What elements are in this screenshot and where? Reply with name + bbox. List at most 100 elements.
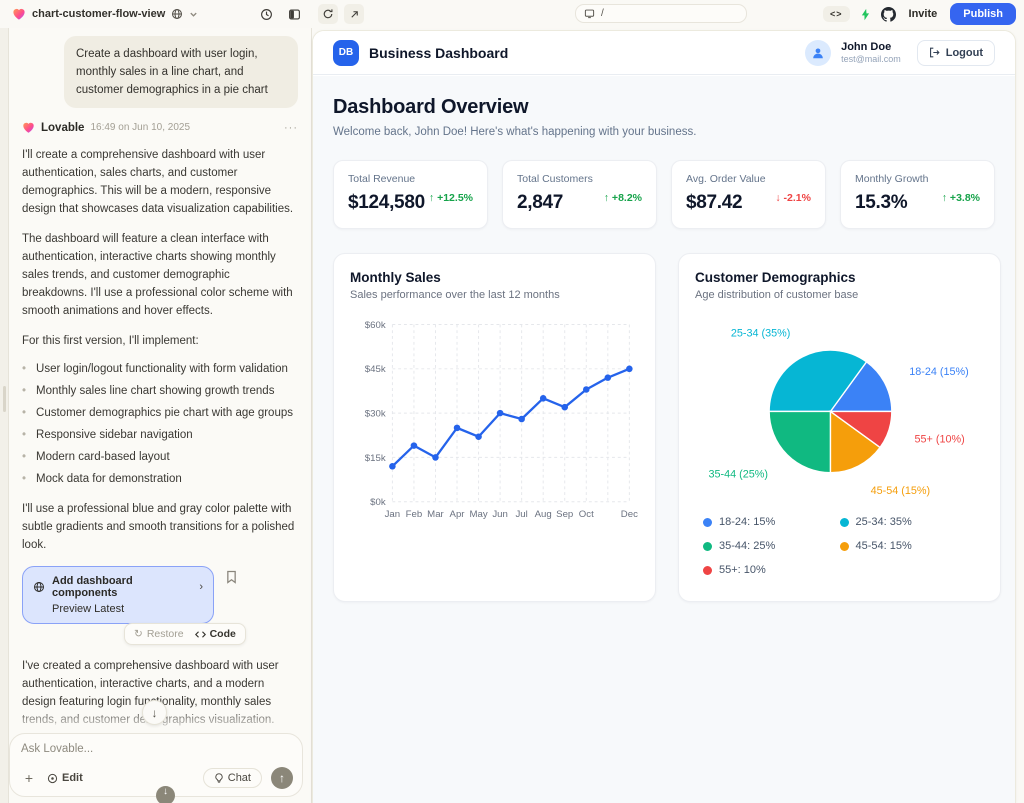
list-item: • Monthly sales line chart showing growth… (22, 382, 298, 400)
left-edge-rail (0, 28, 9, 803)
bullet-icon: • (22, 363, 27, 375)
svg-text:Oct: Oct (579, 509, 594, 520)
pie-slice[interactable] (828, 410, 893, 449)
stat-label: Total Customers (517, 173, 593, 185)
svg-text:$45k: $45k (365, 364, 386, 375)
pie-slice[interactable] (768, 349, 868, 413)
stat-card: Total Revenue $124,580 ↑ +12.5% (333, 160, 488, 229)
list-item: • Mock data for demonstration (22, 470, 298, 488)
tool-card-title: Add dashboard components (52, 575, 133, 599)
stat-label: Total Revenue (348, 173, 416, 185)
project-name[interactable]: chart-customer-flow-view (32, 8, 166, 20)
legend-item: 45-54: 15% (839, 540, 977, 552)
publish-button[interactable]: Publish (950, 3, 1016, 25)
chat-mode-button[interactable]: Chat (202, 768, 262, 788)
bullet-icon: • (22, 429, 27, 441)
legend-item: 18-24: 15% (703, 516, 840, 528)
chat-input-box[interactable]: + Edit Chat ↑ ↓ (9, 733, 303, 803)
stat-delta: ↑ +12.5% (428, 192, 473, 204)
stat-value: 15.3% (855, 192, 908, 213)
lightbulb-icon (215, 772, 223, 783)
pie-slice-label: 35-44 (25%) (708, 469, 768, 481)
legend-dot-icon (703, 517, 712, 527)
legend-dot-icon (839, 517, 849, 527)
list-item: • Modern card-based layout (22, 448, 298, 466)
stat-label: Avg. Order Value (686, 173, 766, 185)
stat-value: $124,580 (348, 192, 425, 213)
github-icon[interactable] (880, 6, 896, 22)
invite-button[interactable]: Invite (908, 8, 938, 20)
code-view-toggle[interactable]: <> (823, 6, 850, 22)
stat-value: 2,847 (517, 192, 564, 213)
url-path: / (601, 8, 604, 19)
legend-dot-icon (703, 565, 712, 575)
svg-text:Jan: Jan (385, 509, 401, 520)
stat-delta: ↓ -2.1% (775, 192, 811, 204)
stat-card: Monthly Growth 15.3% ↑ +3.8% (840, 160, 995, 229)
pie-slice[interactable] (829, 410, 882, 474)
pie-slice[interactable] (829, 360, 893, 413)
svg-text:May: May (469, 509, 487, 520)
app-title: Business Dashboard (369, 44, 509, 61)
legend-item: 25-34: 35% (839, 516, 977, 528)
stat-delta: ↑ +8.2% (603, 192, 642, 204)
message-menu-button[interactable]: ··· (284, 121, 298, 134)
monthly-sales-line-chart[interactable]: $0k $15k $30k $45k $60k Jan Feb Mar Apr May Jun Jul… (350, 311, 639, 547)
svg-text:$15k: $15k (365, 453, 386, 464)
svg-text:$0k: $0k (370, 497, 386, 508)
toggle-sidebar-button[interactable] (284, 4, 304, 24)
tool-call-card[interactable]: Add dashboard components › Preview Lates… (22, 566, 214, 624)
svg-text:Mar: Mar (427, 509, 444, 520)
code-button[interactable]: Code (194, 628, 236, 640)
chat-input[interactable] (21, 743, 291, 765)
globe-icon (34, 582, 44, 592)
page-title: Dashboard Overview (333, 96, 529, 118)
lovable-avatar-icon (23, 122, 34, 133)
chart-subtitle: Sales performance over the last 12 month… (350, 289, 560, 301)
svg-text:Sep: Sep (556, 509, 573, 520)
lightning-icon[interactable] (859, 8, 872, 21)
app-logo: DB (333, 39, 359, 66)
edit-target-icon (47, 773, 58, 783)
demographics-pie-chart[interactable]: 18-24 (15%) 25-34 (35%) 35-44 (25%) 45-54 (… (695, 305, 984, 507)
user-avatar (805, 39, 832, 66)
chart-title: Monthly Sales (350, 270, 441, 285)
restore-button[interactable]: ↻ Restore (134, 628, 184, 640)
legend-item: 35-44: 25% (703, 540, 840, 552)
device-icon (584, 9, 595, 19)
open-in-new-tab-button[interactable] (344, 4, 364, 24)
scroll-bottom-indicator[interactable]: ↓ (156, 786, 175, 803)
bullet-icon: • (22, 385, 27, 397)
feature-bullet-list: • User login/logout functionality with fo… (22, 360, 298, 488)
top-bar: chart-customer-flow-view / <> Invite Pu (0, 0, 1024, 28)
svg-text:Apr: Apr (450, 509, 466, 520)
svg-text:$60k: $60k (365, 320, 386, 331)
pie-slice[interactable] (768, 410, 832, 474)
history-button[interactable] (256, 4, 276, 24)
restore-icon: ↻ (134, 628, 143, 640)
lovable-logo-icon (13, 8, 25, 20)
version-toolbar: ↻ Restore Code (124, 623, 246, 645)
refresh-button[interactable] (318, 4, 338, 24)
bookmark-icon[interactable] (226, 570, 237, 584)
attach-button[interactable]: + (24, 770, 34, 786)
logout-button[interactable]: Logout (916, 39, 995, 66)
svg-text:Dec: Dec (621, 509, 638, 520)
resize-handle[interactable] (3, 386, 6, 412)
pie-slice-label: 55+ (10%) (915, 433, 965, 445)
list-item: • User login/logout functionality with fo… (22, 360, 298, 378)
legend-dot-icon (839, 541, 849, 551)
scroll-down-button[interactable]: ↓ (142, 700, 167, 725)
chevron-down-icon[interactable] (189, 10, 198, 19)
assistant-paragraph: The dashboard will feature a clean inter… (22, 233, 293, 317)
user-message: Create a dashboard with user login, mont… (64, 36, 298, 108)
logout-icon (929, 47, 940, 58)
svg-text:Aug: Aug (535, 509, 552, 520)
code-icon (194, 630, 206, 638)
edit-mode-button[interactable]: Edit (47, 772, 83, 784)
legend-item: 55+: 10% (703, 564, 840, 576)
user-name: John Doe (841, 41, 892, 53)
send-button[interactable]: ↑ (271, 767, 293, 789)
preview-url-bar[interactable]: / (575, 4, 747, 23)
chat-panel: Create a dashboard with user login, mont… (0, 28, 312, 803)
